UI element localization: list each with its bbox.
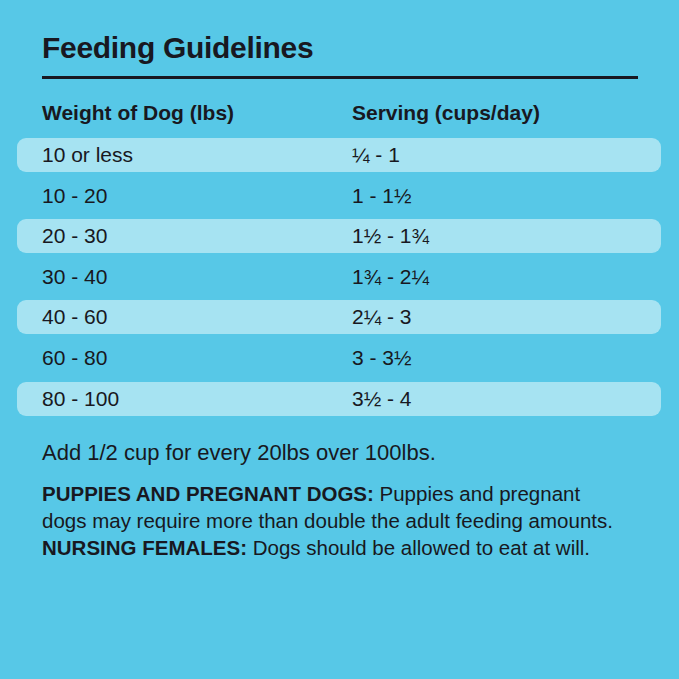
serving-cell: 2¼ - 3: [352, 305, 412, 329]
nursing-label: NURSING FEMALES:: [42, 536, 247, 559]
special-feeding-note: PUPPIES AND PREGNANT DOGS: Puppies and p…: [42, 480, 630, 561]
feeding-guidelines-panel: Feeding Guidelines Weight of Dog (lbs) S…: [0, 0, 679, 679]
serving-cell: 1½ - 1¾: [352, 224, 429, 248]
table-row: 30 - 40 1¾ - 2¼: [17, 260, 661, 294]
weight-cell: 30 - 40: [42, 265, 107, 289]
weight-cell: 20 - 30: [42, 224, 107, 248]
table-row: 40 - 60 2¼ - 3: [17, 300, 661, 334]
serving-cell: 3½ - 4: [352, 387, 412, 411]
table-row: 60 - 80 3 - 3½: [17, 341, 661, 375]
weight-cell: 40 - 60: [42, 305, 107, 329]
puppies-label: PUPPIES AND PREGNANT DOGS:: [42, 482, 374, 505]
weight-cell: 10 - 20: [42, 184, 107, 208]
weight-cell: 10 or less: [42, 143, 133, 167]
table-row: 10 or less ¼ - 1: [17, 138, 661, 172]
serving-cell: 1 - 1½: [352, 184, 412, 208]
serving-cell: 1¾ - 2¼: [352, 265, 429, 289]
table-row: 10 - 20 1 - 1½: [17, 179, 661, 213]
column-header-weight: Weight of Dog (lbs): [42, 101, 234, 125]
over-100-note: Add 1/2 cup for every 20lbs over 100lbs.: [42, 440, 436, 466]
title-underline: [42, 76, 638, 79]
serving-cell: ¼ - 1: [352, 143, 400, 167]
weight-cell: 80 - 100: [42, 387, 119, 411]
table-row: 20 - 30 1½ - 1¾: [17, 219, 661, 253]
page-title: Feeding Guidelines: [42, 31, 313, 64]
nursing-text: Dogs should be allowed to eat at will.: [253, 536, 590, 559]
table-row: 80 - 100 3½ - 4: [17, 382, 661, 416]
table-header-row: Weight of Dog (lbs) Serving (cups/day): [0, 101, 679, 127]
feeding-table: 10 or less ¼ - 1 10 - 20 1 - 1½ 20 - 30 …: [17, 138, 661, 422]
serving-cell: 3 - 3½: [352, 346, 412, 370]
column-header-serving: Serving (cups/day): [352, 101, 540, 125]
weight-cell: 60 - 80: [42, 346, 107, 370]
